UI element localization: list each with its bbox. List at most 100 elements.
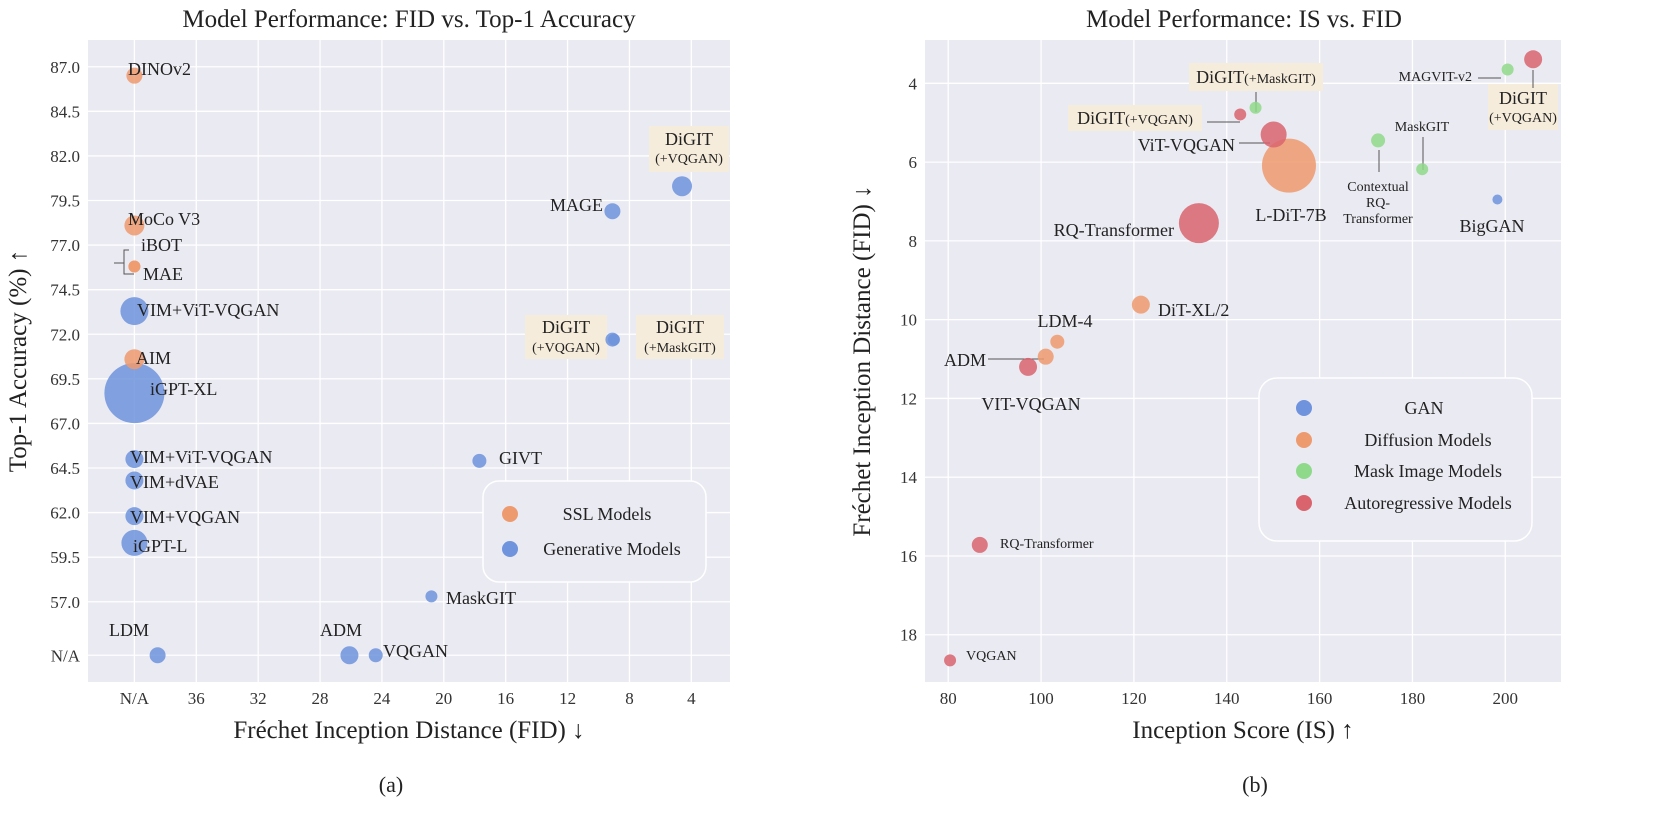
y-tick-label: 72.0	[50, 325, 80, 344]
legend-box	[1258, 377, 1533, 542]
data-point	[944, 654, 957, 667]
data-point	[1050, 334, 1065, 349]
y-tick-label: 8	[909, 232, 918, 251]
x-tick-label: 100	[1028, 689, 1054, 708]
panel-b-plot-area	[925, 40, 1561, 682]
y-tick-label: 64.5	[50, 459, 80, 478]
point-label: iGPT-XL	[150, 379, 217, 399]
point-label: GIVT	[499, 448, 542, 468]
point-label: L-DiT-7B	[1255, 205, 1326, 225]
point-label: DiGIT	[656, 317, 704, 337]
legend-marker-generative	[502, 541, 518, 557]
point-label: LDM-4	[1038, 311, 1093, 331]
y-tick-label: 10	[900, 311, 917, 330]
data-point	[124, 349, 145, 370]
point-label: VIT-VQGAN	[981, 394, 1080, 414]
point-label-group: DiGIT(+MaskGIT)	[1196, 67, 1316, 87]
data-point	[604, 203, 621, 220]
y-tick-label: 69.5	[50, 370, 80, 389]
y-tick-label: 59.5	[50, 548, 80, 567]
panel-b-subcaption: (b)	[1242, 772, 1268, 797]
data-point	[1524, 50, 1543, 69]
point-label: DiT-XL/2	[1158, 300, 1229, 320]
data-point	[1131, 295, 1150, 314]
y-tick-label: 77.0	[50, 236, 80, 255]
data-point	[1416, 163, 1429, 176]
y-tick-label: 57.0	[50, 593, 80, 612]
panel-b-x-ticks: 80 100 120 140 160 180 200	[940, 689, 1518, 708]
panel-a-points	[104, 67, 693, 665]
data-point	[1019, 357, 1038, 376]
highlight-box	[636, 315, 724, 359]
x-tick-label: 20	[435, 689, 452, 708]
point-sublabel: (+VQGAN)	[1125, 113, 1193, 128]
data-point	[1249, 101, 1262, 114]
data-point	[128, 260, 141, 273]
legend-label: GAN	[1405, 398, 1444, 418]
panel-a-plot-area	[88, 40, 730, 682]
point-label: VIM+VQGAN	[130, 507, 240, 527]
legend-marker-mask	[1296, 463, 1312, 479]
data-point	[1492, 194, 1503, 205]
x-tick-label: 120	[1121, 689, 1147, 708]
panel-b-y-ticks: 4 6 8 10 12 14 16 18	[900, 74, 918, 644]
highlight-box	[1068, 105, 1202, 131]
panel-b-legend: GAN Diffusion Models Mask Image Models A…	[1258, 377, 1533, 542]
y-tick-label: 79.5	[50, 192, 80, 211]
data-point	[104, 363, 165, 424]
panel-a-x-ticks: N/A 36 32 28 24 20 16 12 8 4	[120, 689, 696, 708]
point-label-transformer: Transformer	[1343, 212, 1413, 227]
x-tick-label: 180	[1400, 689, 1426, 708]
data-point	[971, 536, 988, 553]
y-tick-label: 87.0	[50, 58, 80, 77]
point-label: LDM	[109, 620, 149, 640]
x-tick-label: 28	[312, 689, 329, 708]
point-label: ADM	[320, 620, 362, 640]
x-tick-label: 32	[250, 689, 267, 708]
y-tick-label: 12	[900, 389, 917, 408]
x-tick-label: 80	[940, 689, 957, 708]
point-sublabel: (+VQGAN)	[655, 152, 723, 167]
data-point	[1234, 108, 1247, 121]
x-tick-label: 16	[497, 689, 514, 708]
y-tick-label: 84.5	[50, 102, 80, 121]
point-label: BigGAN	[1459, 216, 1524, 236]
point-label: VIM+dVAE	[130, 472, 219, 492]
point-label: MaskGIT	[446, 588, 516, 608]
panel-b-x-axis-label: Inception Score (IS) ↑	[1132, 717, 1353, 744]
point-label: AIM	[136, 348, 171, 368]
point-label-group: DiGIT(+VQGAN)	[1077, 108, 1193, 128]
highlight-box	[1189, 63, 1323, 91]
data-point	[1501, 63, 1514, 76]
panel-a-subcaption: (a)	[379, 772, 403, 797]
data-point	[121, 529, 148, 556]
x-tick-label: 12	[559, 689, 576, 708]
x-tick-label: N/A	[120, 689, 150, 708]
point-label: DiGIT	[1077, 108, 1125, 128]
data-point	[125, 507, 144, 526]
point-label: RQ-Transformer	[1000, 537, 1094, 552]
leader-line	[114, 262, 134, 275]
data-point	[425, 590, 438, 603]
highlight-box	[1488, 84, 1558, 130]
panel-b-y-axis-label: Fréchet Inception Distance (FID) ↓	[849, 185, 876, 536]
legend-marker-autoregressive	[1296, 495, 1312, 511]
data-point	[149, 647, 166, 664]
legend-label: Diffusion Models	[1364, 430, 1491, 450]
panel-a-y-axis-label: Top-1 Accuracy (%) ↑	[5, 250, 32, 472]
point-label-rq: RQ-	[1366, 196, 1390, 211]
point-label: VQGAN	[383, 641, 448, 661]
y-tick-label: 62.0	[50, 504, 80, 523]
point-label: DiGIT	[665, 129, 713, 149]
highlight-box	[525, 315, 607, 359]
panel-a-legend: SSL Models Generative Models	[482, 480, 707, 583]
x-tick-label: 140	[1214, 689, 1240, 708]
point-label: VIM+ViT-VQGAN	[137, 300, 279, 320]
data-point	[1178, 203, 1219, 244]
panel-a: Model Performance: FID vs. Top-1 Accurac…	[5, 6, 730, 797]
y-tick-label: 14	[900, 468, 918, 487]
data-point	[1371, 133, 1386, 148]
point-label: MAE	[143, 264, 183, 284]
legend-box	[482, 480, 707, 583]
